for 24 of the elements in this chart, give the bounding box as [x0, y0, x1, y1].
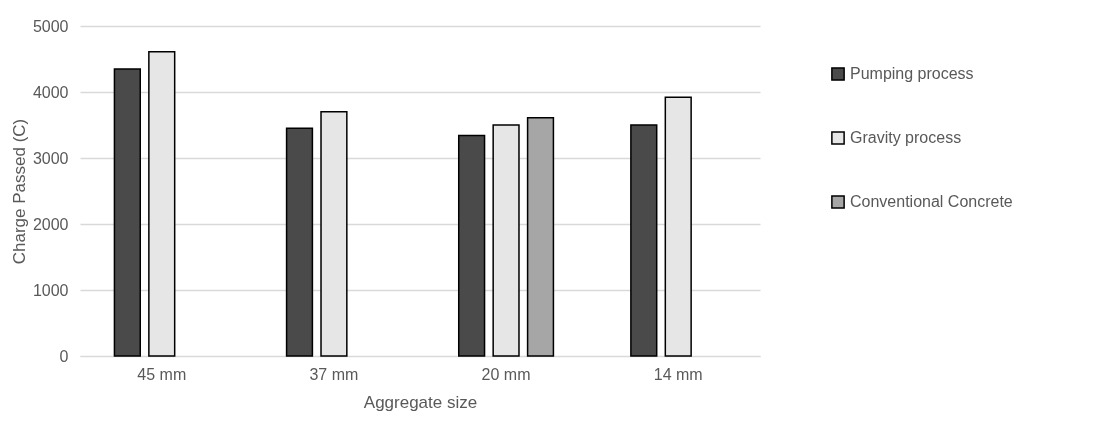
- legend-label: Pumping process: [850, 65, 974, 82]
- y-tick-label: 4000: [32, 83, 69, 101]
- y-tick-label: 1000: [32, 281, 69, 299]
- y-tick-label: 0: [59, 347, 69, 365]
- x-axis-title: Aggregate size: [363, 392, 478, 412]
- legend-label: Conventional Concrete: [850, 193, 1013, 210]
- x-tick-label: 14 mm: [653, 365, 703, 383]
- bar: [113, 68, 141, 357]
- y-axis-title: Charge Passed (C): [9, 118, 29, 265]
- bar: [492, 124, 520, 357]
- y-tick-label: 5000: [32, 17, 69, 35]
- y-tick-label: 2000: [32, 215, 69, 233]
- bar: [457, 134, 486, 357]
- x-tick-label: 20 mm: [481, 365, 531, 383]
- y-tick-label: 3000: [32, 149, 69, 167]
- bar: [148, 50, 176, 357]
- x-tick-label: 37 mm: [309, 365, 359, 383]
- bar: [526, 116, 555, 357]
- bar: [320, 111, 348, 357]
- bar: [664, 96, 692, 357]
- bar: [285, 127, 314, 357]
- bar: [630, 124, 658, 357]
- x-tick-label: 45 mm: [137, 365, 187, 383]
- legend-label: Gravity process: [850, 129, 962, 146]
